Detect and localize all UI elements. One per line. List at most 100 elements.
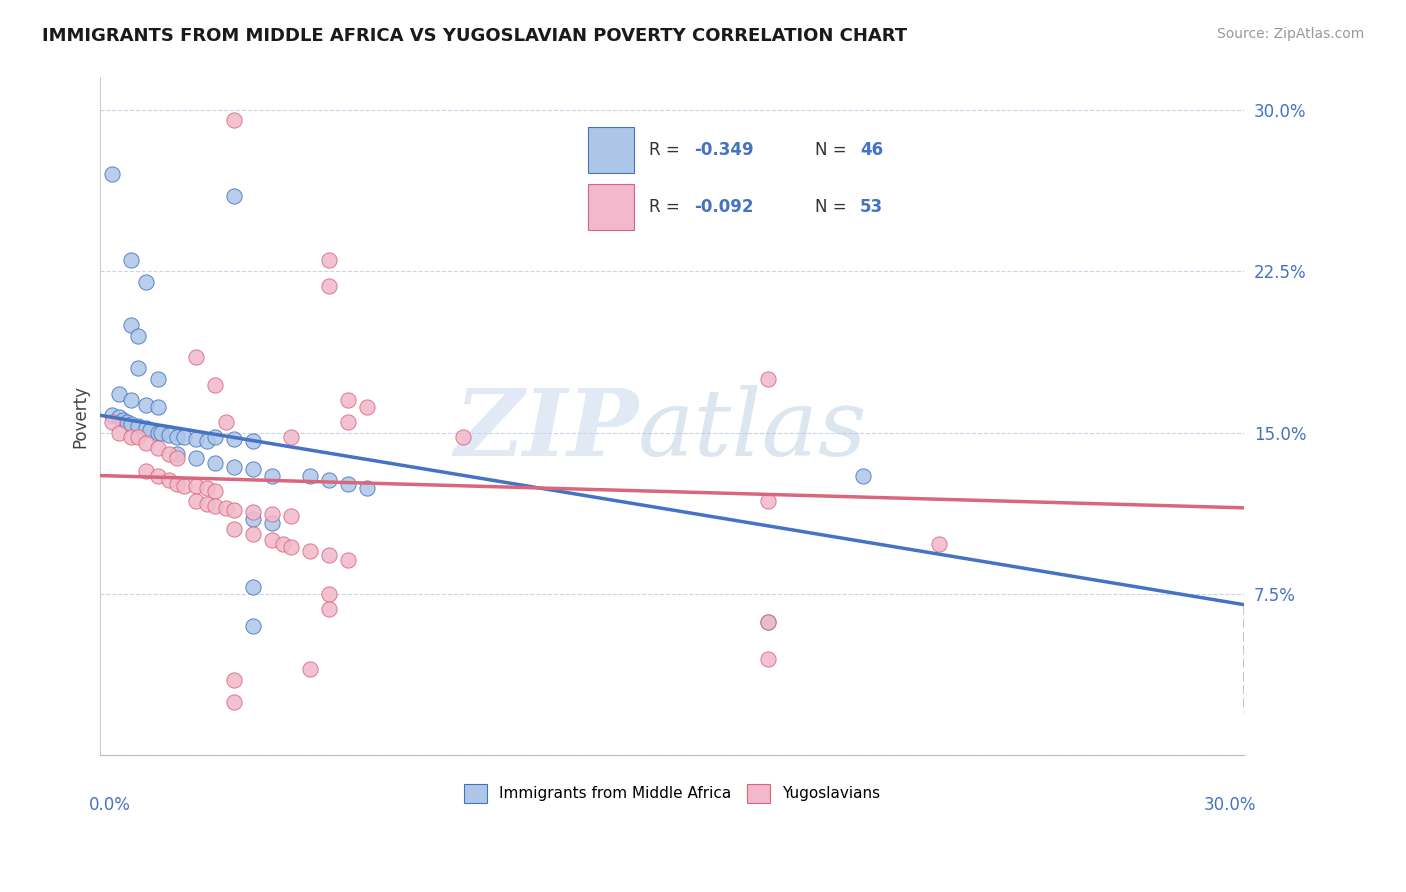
Point [184,479,207,493]
Text: 30.0%: 30.0% [1204,796,1256,814]
Point [337,552,360,566]
Text: 0.0%: 0.0% [89,796,131,814]
Point [101,415,124,429]
Point [195,482,218,496]
Text: ZIP: ZIP [454,385,638,475]
Point [222,694,245,708]
Point [195,497,218,511]
Point [756,615,779,629]
Point [318,473,340,487]
Point [318,279,340,293]
Point [127,430,149,444]
Point [135,421,157,435]
Point [222,673,245,687]
Point [928,537,950,551]
Point [135,398,157,412]
Point [242,505,264,519]
Point [204,456,226,470]
Point [242,511,264,525]
Point [173,430,195,444]
Point [337,393,360,408]
Point [299,662,322,676]
Point [166,430,188,444]
Point [157,427,180,442]
Point [280,509,302,524]
Text: Source: ZipAtlas.com: Source: ZipAtlas.com [1216,27,1364,41]
Point [135,436,157,450]
Point [108,425,131,440]
Point [120,318,142,332]
Point [299,544,322,558]
Point [318,587,340,601]
Point [222,189,245,203]
Point [318,548,340,562]
Point [242,581,264,595]
Point [356,482,378,496]
Point [108,410,131,425]
Point [120,253,142,268]
Point [157,473,180,487]
Point [756,615,779,629]
Point [215,415,238,429]
Point [337,415,360,429]
Point [120,393,142,408]
Point [299,468,322,483]
Point [318,253,340,268]
Point [115,415,138,429]
Legend: Immigrants from Middle Africa, Yugoslavians: Immigrants from Middle Africa, Yugoslavi… [458,778,886,809]
Point [242,462,264,476]
Point [242,434,264,449]
Point [150,425,173,440]
Point [101,409,124,423]
Point [242,526,264,541]
Point [222,503,245,517]
Point [166,477,188,491]
Point [195,434,218,449]
Point [139,423,162,437]
Point [222,113,245,128]
Point [242,619,264,633]
Point [184,350,207,364]
Point [166,447,188,461]
Point [112,412,135,426]
Point [146,468,169,483]
Point [120,417,142,431]
Point [146,372,169,386]
Point [127,419,149,434]
Point [127,361,149,376]
Point [852,468,875,483]
Text: atlas: atlas [638,385,868,475]
Point [184,451,207,466]
Point [356,400,378,414]
Point [280,540,302,554]
Point [451,430,474,444]
Point [260,533,283,548]
Text: IMMIGRANTS FROM MIDDLE AFRICA VS YUGOSLAVIAN POVERTY CORRELATION CHART: IMMIGRANTS FROM MIDDLE AFRICA VS YUGOSLA… [42,27,907,45]
Point [146,441,169,455]
Point [215,500,238,515]
Point [318,602,340,616]
Point [280,430,302,444]
Point [204,430,226,444]
Point [222,460,245,475]
Point [260,516,283,530]
Point [260,508,283,522]
Point [204,499,226,513]
Point [108,386,131,401]
Y-axis label: Poverty: Poverty [72,384,89,448]
Point [756,494,779,508]
Point [273,537,295,551]
Point [173,479,195,493]
Point [135,275,157,289]
Point [101,167,124,181]
Point [146,425,169,440]
Point [184,494,207,508]
Point [204,378,226,392]
Point [260,468,283,483]
Point [184,432,207,446]
Point [222,432,245,446]
Point [222,522,245,536]
Point [120,430,142,444]
Point [146,400,169,414]
Point [204,483,226,498]
